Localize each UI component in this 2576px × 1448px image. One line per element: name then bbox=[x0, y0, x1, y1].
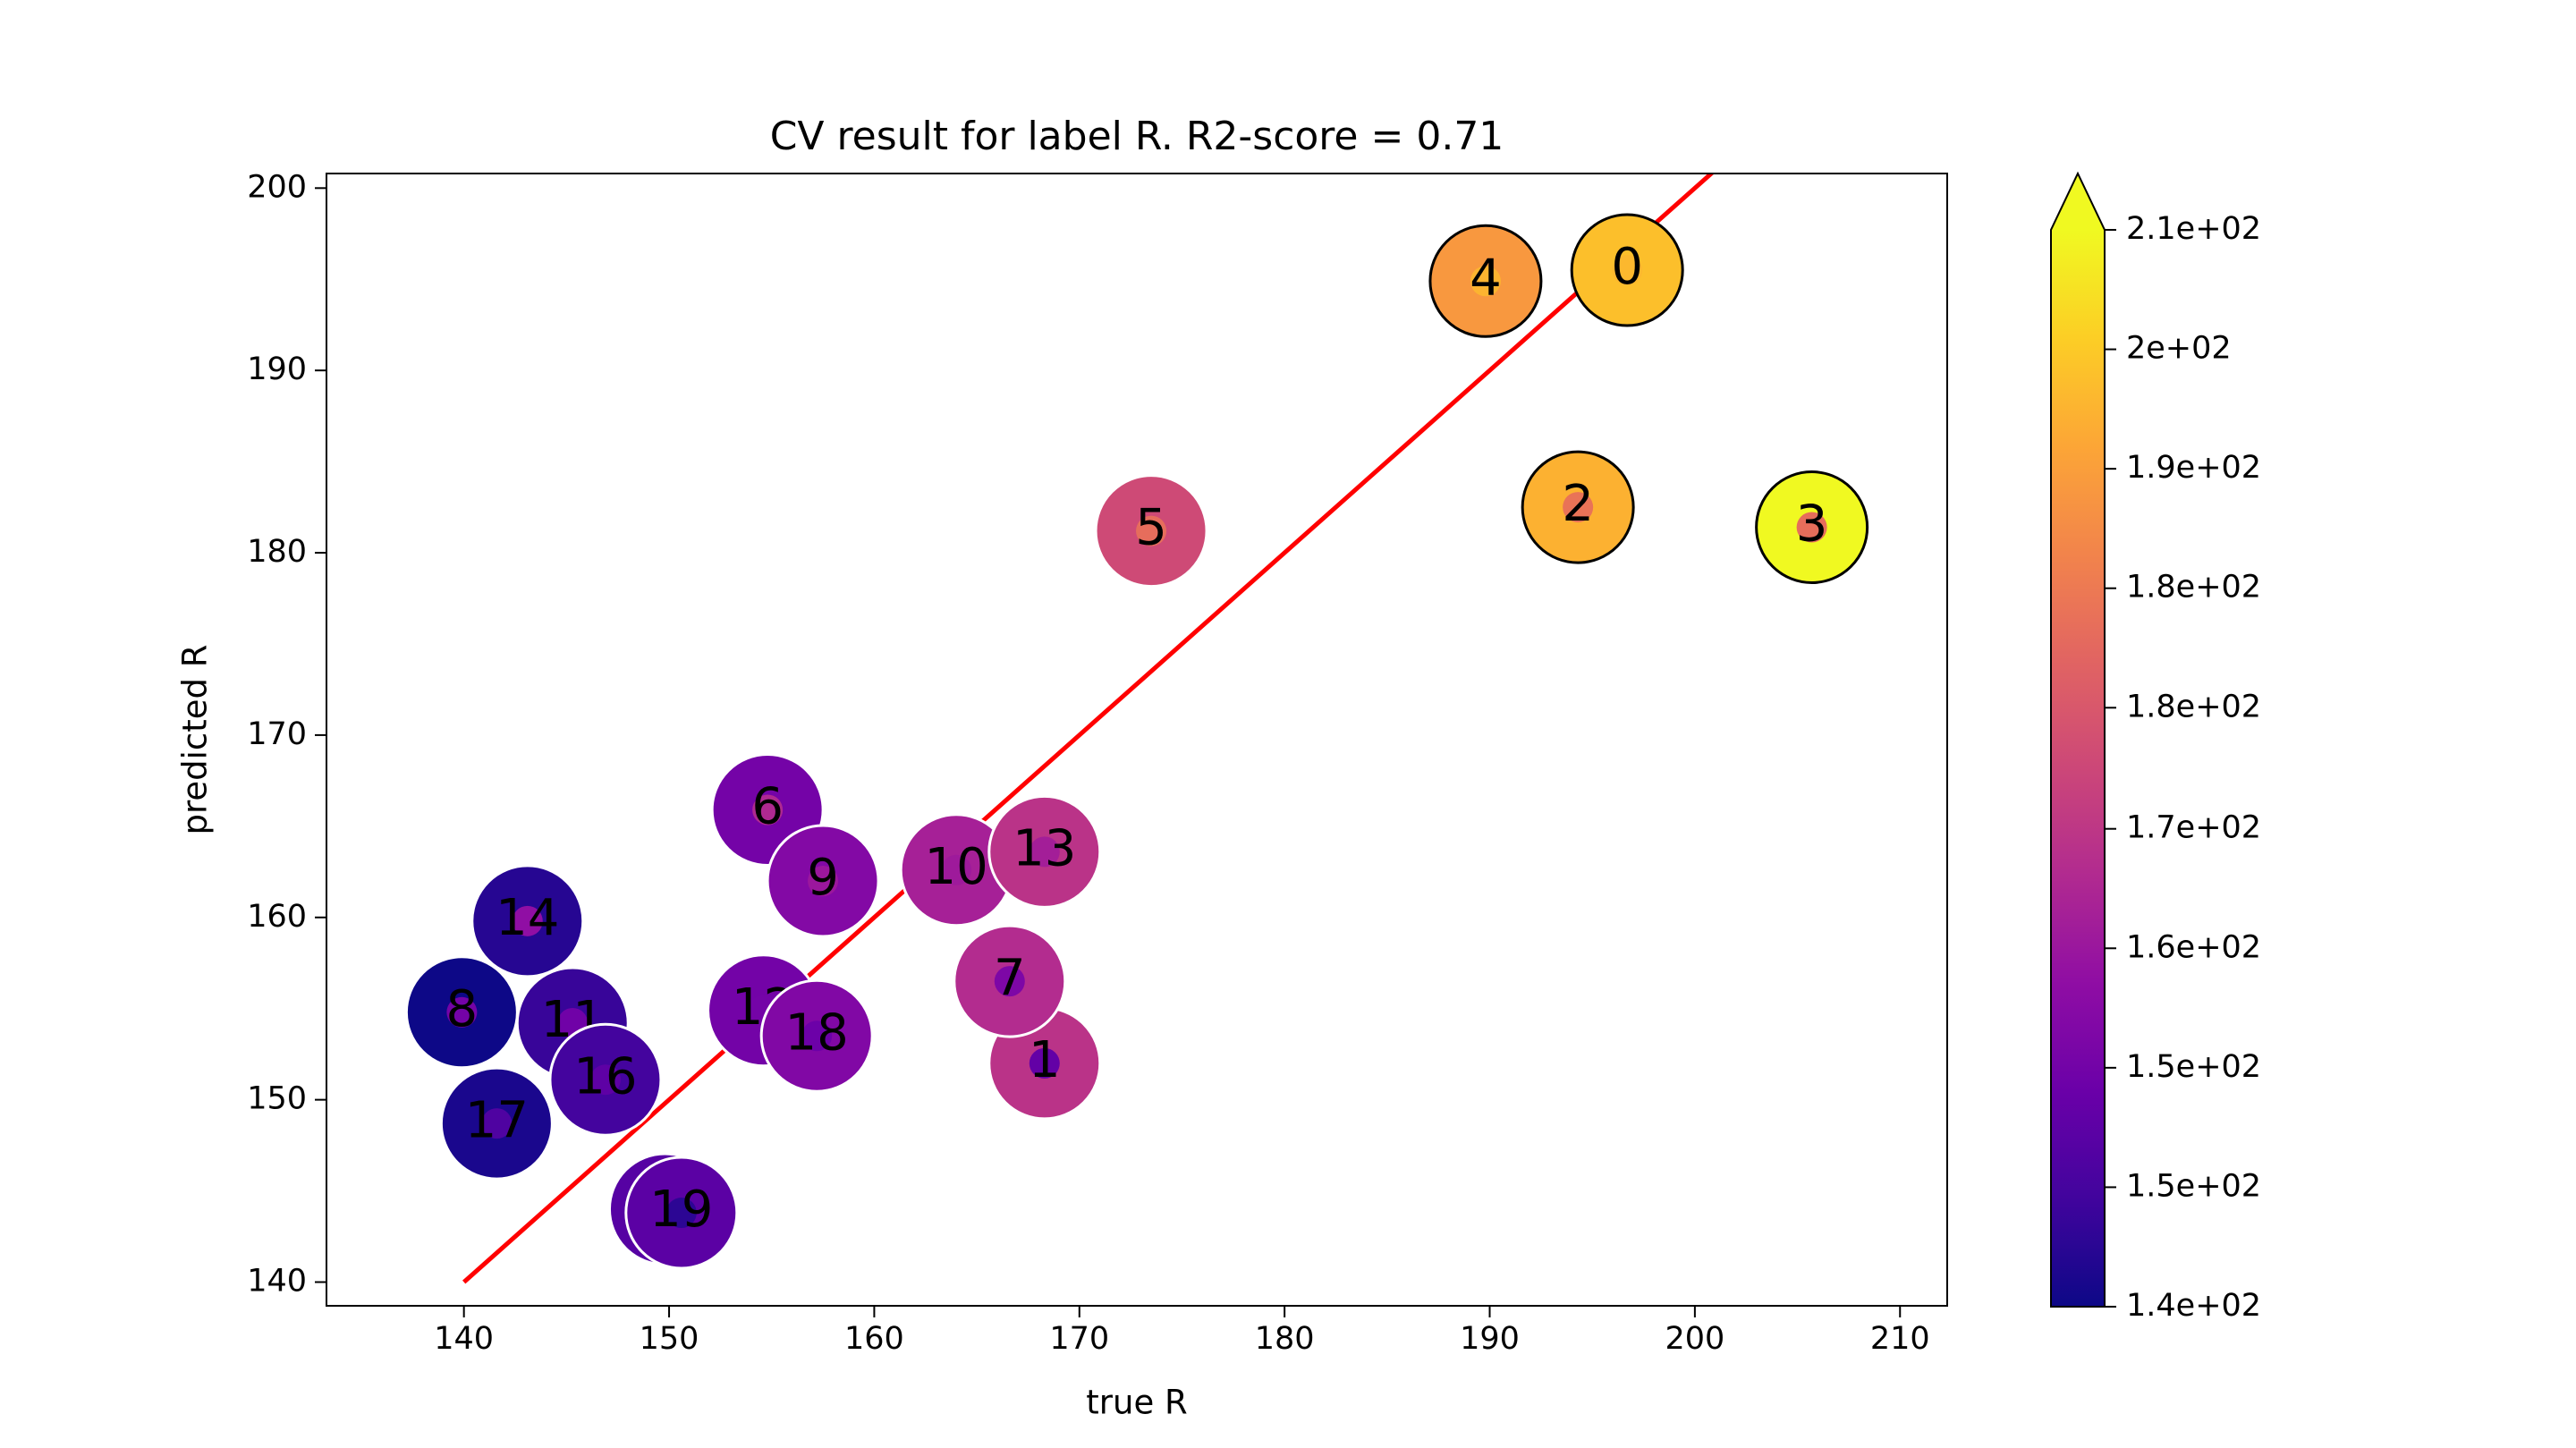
point-inner bbox=[512, 905, 543, 936]
point-inner bbox=[994, 966, 1025, 997]
point-inner bbox=[1612, 255, 1643, 286]
point-label: 2 bbox=[1562, 475, 1594, 533]
colorbar-tick-label: 1.9e+02 bbox=[2126, 450, 2261, 486]
point-label: 9 bbox=[807, 849, 839, 907]
x-tick-label: 200 bbox=[1665, 1321, 1724, 1357]
point-label: 10 bbox=[925, 838, 988, 896]
point-label: 4 bbox=[1470, 249, 1502, 307]
point-inner bbox=[752, 794, 784, 826]
point-inner bbox=[1029, 1047, 1060, 1079]
point-label: 19 bbox=[649, 1181, 713, 1239]
point-inner bbox=[801, 1020, 833, 1052]
point-inner bbox=[446, 996, 478, 1028]
x-tick-label: 190 bbox=[1460, 1321, 1520, 1357]
point-label: 18 bbox=[785, 1003, 849, 1062]
plot-area: 012345678910111213141516171819 bbox=[404, 174, 1869, 1284]
colorbar-extend bbox=[2051, 174, 2105, 230]
colorbar-outline bbox=[2050, 171, 2106, 1308]
point-label: 5 bbox=[1135, 499, 1167, 557]
x-tick-label: 170 bbox=[1049, 1321, 1109, 1357]
y-tick-label: 160 bbox=[247, 899, 307, 935]
point-label: 6 bbox=[751, 778, 784, 836]
colorbar-gradient bbox=[2051, 230, 2105, 1307]
colorbar-tick-label: 1.5e+02 bbox=[2126, 1168, 2261, 1204]
point-inner bbox=[1796, 512, 1827, 543]
y-tick-label: 150 bbox=[247, 1081, 307, 1117]
x-tick-label: 180 bbox=[1255, 1321, 1315, 1357]
y-tick-label: 180 bbox=[247, 534, 307, 570]
point-inner bbox=[941, 854, 972, 885]
colorbar-tick-label: 1.4e+02 bbox=[2126, 1288, 2261, 1324]
colorbar-tick-label: 1.5e+02 bbox=[2126, 1049, 2261, 1085]
point-label: 3 bbox=[1796, 495, 1828, 554]
point-label: 16 bbox=[573, 1047, 637, 1105]
point-label: 8 bbox=[446, 980, 479, 1038]
point-inner bbox=[1029, 836, 1060, 868]
y-tick-label: 190 bbox=[247, 351, 307, 387]
colorbar-tick-label: 2.1e+02 bbox=[2126, 211, 2261, 247]
point-label: 7 bbox=[994, 949, 1026, 1007]
point-inner bbox=[1563, 492, 1594, 523]
point-inner bbox=[665, 1198, 697, 1229]
y-tick-label: 140 bbox=[247, 1263, 307, 1299]
point-label: 17 bbox=[465, 1091, 529, 1149]
y-axis-label: predicted R bbox=[176, 645, 215, 835]
x-axis-label: true R bbox=[1086, 1384, 1187, 1422]
point-inner bbox=[1470, 266, 1501, 297]
colorbar: 1.4e+02 1.5e+02 1.5e+02 1.6e+02 1.7e+02 1.8e+… bbox=[2050, 171, 2261, 1324]
colorbar-tick-label: 1.8e+02 bbox=[2126, 689, 2261, 724]
point-label: 0 bbox=[1611, 238, 1643, 296]
x-tick-label: 150 bbox=[640, 1321, 699, 1357]
colorbar-tick-label: 1.7e+02 bbox=[2126, 810, 2261, 846]
fit-line bbox=[462, 174, 1715, 1284]
y-tick-label: 200 bbox=[247, 169, 307, 205]
point-inner bbox=[808, 865, 839, 896]
colorbar-tick-label: 1.6e+02 bbox=[2126, 929, 2261, 965]
colorbar-tick-label: 2e+02 bbox=[2126, 331, 2232, 367]
x-tick-label: 210 bbox=[1870, 1321, 1930, 1357]
x-tick-label: 160 bbox=[844, 1321, 904, 1357]
point-inner bbox=[589, 1064, 621, 1096]
point-label: 1 bbox=[1029, 1031, 1061, 1089]
chart-title: CV result for label R. R2-score = 0.71 bbox=[770, 114, 1504, 159]
point-inner bbox=[1136, 515, 1167, 546]
y-tick-label: 170 bbox=[247, 716, 307, 752]
axes-frame bbox=[326, 173, 1948, 1307]
point-inner bbox=[481, 1108, 513, 1139]
point-label: 13 bbox=[1013, 820, 1076, 878]
colorbar-tick-label: 1.8e+02 bbox=[2126, 570, 2261, 605]
point-label: 14 bbox=[496, 889, 559, 947]
x-tick-label: 140 bbox=[434, 1321, 494, 1357]
